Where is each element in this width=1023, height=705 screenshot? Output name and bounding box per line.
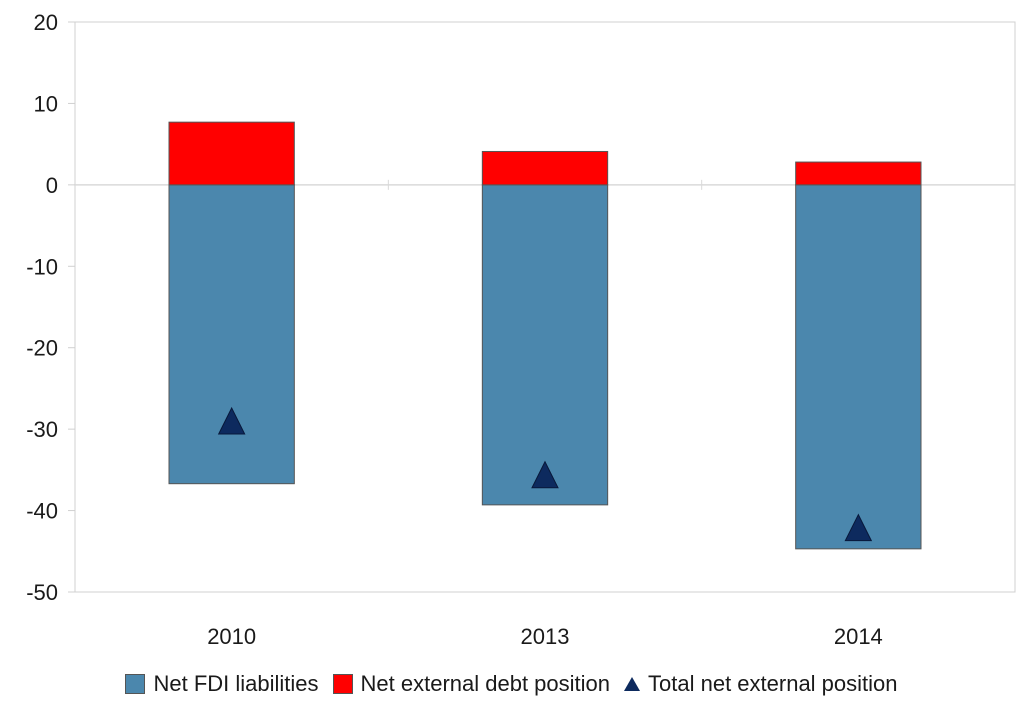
marker-total-net-2013 bbox=[531, 460, 559, 489]
legend-label-net-debt: Net external debt position bbox=[360, 671, 611, 696]
bar-net-fdi-2014 bbox=[795, 184, 922, 550]
legend-swatch-net-debt bbox=[332, 674, 353, 694]
bar-net-fdi-2013 bbox=[481, 184, 609, 506]
y-tick-label: -20 bbox=[26, 336, 58, 361]
legend: Net FDI liabilities Net external debt po… bbox=[0, 664, 1023, 704]
y-tick-label: 0 bbox=[46, 173, 58, 198]
legend-label-total-net: Total net external position bbox=[648, 671, 898, 696]
marker-total-net-2010 bbox=[217, 406, 246, 435]
bars bbox=[168, 121, 922, 550]
legend-label-net-fdi: Net FDI liabilities bbox=[153, 671, 319, 696]
y-tick-label: -30 bbox=[26, 417, 58, 442]
legend-swatch-net-fdi bbox=[125, 674, 146, 694]
x-tick-label: 2010 bbox=[207, 624, 256, 649]
y-tick-label: -40 bbox=[26, 499, 58, 524]
marker-total-net-2014 bbox=[844, 513, 873, 542]
y-tick-label: -10 bbox=[26, 254, 58, 279]
markers bbox=[217, 406, 873, 542]
bar-net-debt-2014 bbox=[795, 161, 922, 186]
y-tick-label: 10 bbox=[34, 91, 58, 116]
x-tick-label: 2013 bbox=[521, 624, 570, 649]
bar-net-debt-2013 bbox=[481, 150, 609, 186]
y-tick-label: -50 bbox=[26, 580, 58, 605]
y-tick-label: 20 bbox=[34, 10, 58, 35]
bar-net-fdi-2010 bbox=[168, 184, 295, 485]
y-axis: 20 10 0 -10 -20 -30 -40 -50 bbox=[26, 10, 75, 605]
legend-item-total-net: Total net external position bbox=[624, 671, 898, 697]
legend-item-net-debt: Net external debt position bbox=[332, 671, 611, 697]
x-axis: 2010 2013 2014 bbox=[207, 179, 883, 649]
legend-item-net-fdi: Net FDI liabilities bbox=[125, 671, 319, 697]
x-tick-label: 2014 bbox=[834, 624, 883, 649]
triangle-icon bbox=[624, 677, 641, 691]
bar-net-debt-2010 bbox=[168, 121, 295, 186]
